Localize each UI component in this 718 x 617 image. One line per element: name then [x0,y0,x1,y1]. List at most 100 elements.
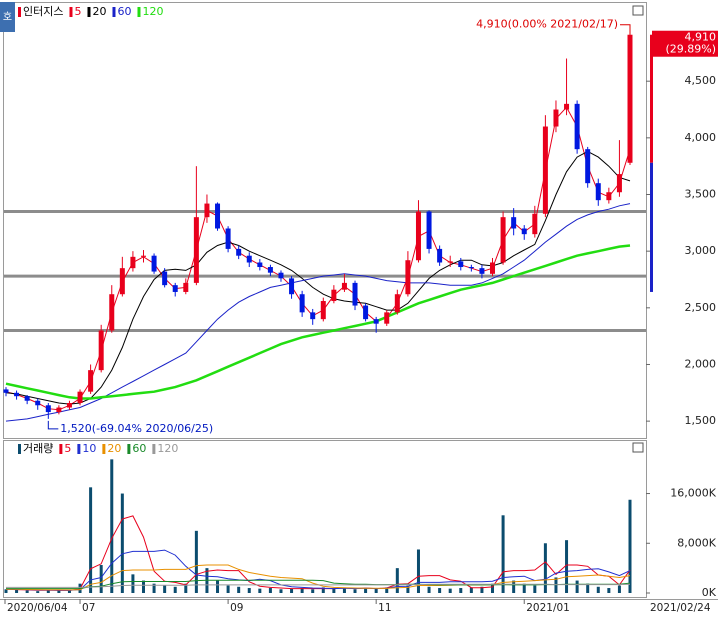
candle-body [35,400,41,406]
price-panel [3,2,647,439]
candle-body [542,126,548,214]
volume-bar [480,586,484,593]
candle-body [172,285,178,292]
candle-body [98,330,104,371]
legend-label: 5 [74,5,81,18]
volume-bar [290,588,294,593]
annotation-leader [620,24,631,35]
candle-body [162,271,168,286]
side-button-label[interactable]: 호 [3,11,12,23]
volume-bar [194,530,198,593]
y-tick-label: 2,500 [685,301,717,314]
candle-body [363,305,369,320]
volume-bar [332,588,336,593]
candle-body [415,211,421,261]
candle-body [278,272,284,279]
volume-bar [36,591,40,593]
candle-body [299,294,305,313]
legend-swatch [59,444,63,454]
range-bar [650,34,653,163]
candle-body [521,228,527,235]
y-tick-label: 0K [702,586,717,599]
candle-body [119,268,125,295]
candle-body [193,217,199,283]
volume-bar [141,580,145,593]
volume-bar [448,588,452,593]
volume-bar [353,589,357,593]
legend-swatch [137,7,141,17]
candle-body [447,261,453,263]
candle-body [532,213,538,235]
y-tick-label: 1,500 [685,414,717,427]
side-button[interactable] [0,2,15,32]
annotation-leader [47,420,59,430]
volume-bar [438,588,442,593]
volume-bar [374,588,378,593]
legend-swatch [87,7,91,17]
y-tick-label: 4,500 [685,74,717,87]
candle-body [257,262,263,268]
candle-body [88,370,94,392]
low-annotation: 1,520(-69.04% 2020/06/25) [60,422,213,435]
volume-bar [543,543,547,593]
legend-label: 5 [64,442,71,455]
volume-bar [300,588,304,593]
candle-body [56,407,62,413]
price-box-change: (29.89%) [665,43,716,56]
volume-bar [596,586,600,593]
volume-bar [226,585,230,593]
volume-bar [459,588,463,593]
candle-body [468,267,474,269]
volume-bar [385,587,389,593]
volume-average [5,549,631,591]
volume-bar [237,586,241,593]
volume-bar [46,589,50,593]
volume-bar [279,589,283,593]
volume-bar [395,568,399,593]
legend-label: 60 [117,5,131,18]
candle-body [511,217,517,229]
x-tick-label: 11 [378,602,391,614]
volume-bar [607,588,611,593]
volume-bar [512,580,516,593]
volume-bar [25,590,29,593]
legend-label: 인터지스 [23,5,63,18]
panel-button[interactable] [632,442,644,453]
volume-bar [89,487,93,593]
candle-body [267,267,273,273]
candle-body [183,282,189,292]
volume-bar [99,565,103,593]
price-box [652,30,718,57]
volume-bar [628,499,632,593]
volume-bar [268,588,272,593]
volume-bar [311,589,315,593]
candle-body [616,174,622,193]
candle-body [140,255,146,257]
legend-swatch [18,444,21,454]
candle-body [14,392,20,397]
legend-label: 120 [157,442,178,455]
y-tick-label: 8,000K [677,536,716,549]
candle-body [585,149,591,184]
volume-bar [173,586,177,593]
candle-body [204,203,210,218]
volume-bar [120,493,124,593]
high-annotation: 4,910(0.00% 2021/02/17) [476,18,618,31]
x-tick-label: 2020/06/04 [7,602,68,614]
candle-body [627,34,633,163]
volume-bar [617,585,621,593]
candle-body [151,255,157,272]
volume-bar [469,587,473,593]
legend-swatch [112,7,116,17]
volume-bar [416,549,420,593]
volume-bar [427,586,431,593]
candle-body [574,103,580,150]
panel-button[interactable] [632,5,644,16]
moving-average [5,203,631,422]
legend-label: 60 [132,442,146,455]
volume-bar [4,589,8,593]
y-tick-label: 4,000 [685,131,717,144]
candle-body [384,312,390,324]
legend-swatch [18,7,21,17]
